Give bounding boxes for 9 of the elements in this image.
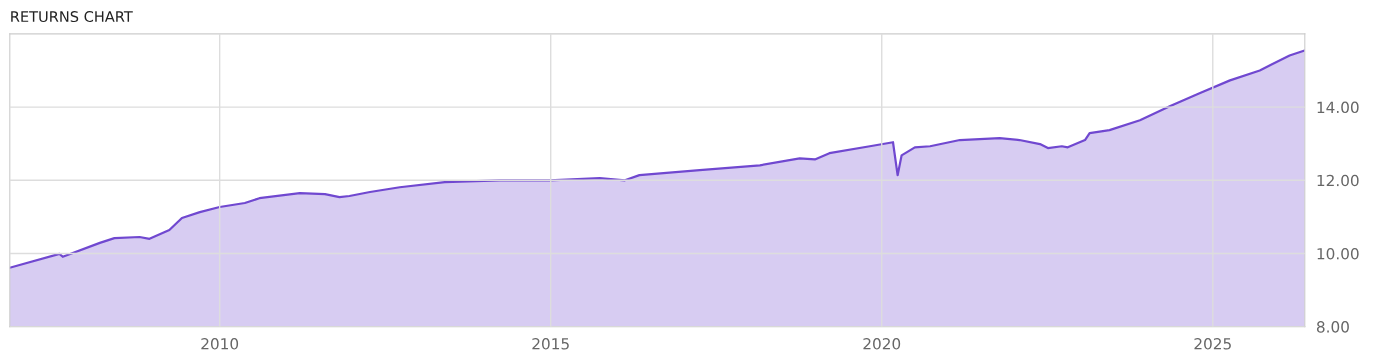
chart-title: RETURNS CHART [11, 11, 133, 23]
x-tick-label: 2015 [532, 338, 569, 350]
y-tick-label: 12.00 [1317, 174, 1359, 187]
x-tick-label: 2010 [201, 338, 239, 350]
x-tick-label: 2020 [863, 338, 901, 350]
y-tick-label: 10.00 [1317, 247, 1359, 260]
y-tick-label: 14.00 [1317, 101, 1359, 114]
x-tick-label: 2025 [1194, 338, 1231, 350]
y-tick-label: 8.00 [1316, 321, 1349, 333]
